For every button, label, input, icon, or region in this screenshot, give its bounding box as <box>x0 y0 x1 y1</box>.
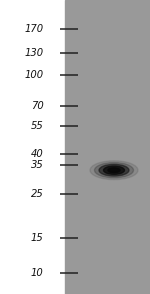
Text: 35: 35 <box>31 160 43 170</box>
Bar <box>65 0 150 294</box>
Ellipse shape <box>103 166 124 174</box>
Text: 130: 130 <box>24 48 44 58</box>
Ellipse shape <box>99 164 129 176</box>
Text: 55: 55 <box>31 121 43 131</box>
Ellipse shape <box>108 168 120 173</box>
Text: 70: 70 <box>31 101 43 111</box>
Text: 40: 40 <box>31 149 43 159</box>
Ellipse shape <box>90 161 138 180</box>
Text: 100: 100 <box>24 70 44 80</box>
Text: 25: 25 <box>31 189 43 199</box>
Text: 10: 10 <box>31 268 43 278</box>
Text: 170: 170 <box>24 24 44 34</box>
Ellipse shape <box>94 163 134 178</box>
Text: 15: 15 <box>31 233 43 243</box>
